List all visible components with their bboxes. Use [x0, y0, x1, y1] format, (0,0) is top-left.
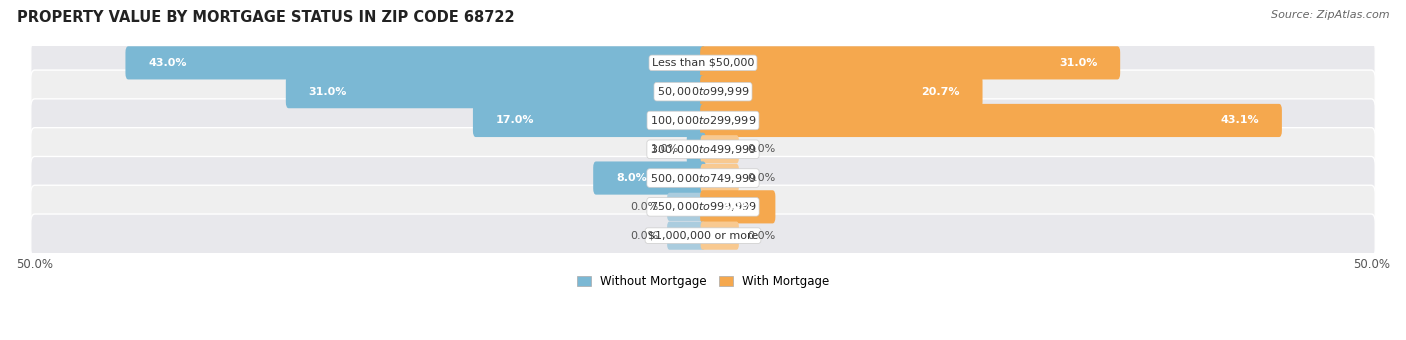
Text: Less than $50,000: Less than $50,000 — [652, 58, 754, 68]
FancyBboxPatch shape — [31, 156, 1375, 200]
FancyBboxPatch shape — [700, 104, 1282, 137]
FancyBboxPatch shape — [666, 193, 706, 221]
Text: 0.0%: 0.0% — [631, 231, 659, 241]
FancyBboxPatch shape — [700, 222, 740, 250]
FancyBboxPatch shape — [700, 164, 740, 192]
Text: 0.0%: 0.0% — [747, 231, 775, 241]
Text: $50,000 to $99,999: $50,000 to $99,999 — [657, 85, 749, 98]
Text: $1,000,000 or more: $1,000,000 or more — [648, 231, 758, 241]
FancyBboxPatch shape — [700, 75, 983, 108]
Legend: Without Mortgage, With Mortgage: Without Mortgage, With Mortgage — [572, 270, 834, 293]
FancyBboxPatch shape — [700, 135, 740, 163]
Text: 31.0%: 31.0% — [309, 87, 347, 97]
FancyBboxPatch shape — [700, 190, 775, 223]
FancyBboxPatch shape — [31, 99, 1375, 142]
Text: 17.0%: 17.0% — [496, 116, 534, 125]
Text: 20.7%: 20.7% — [921, 87, 959, 97]
FancyBboxPatch shape — [31, 214, 1375, 257]
Text: 0.0%: 0.0% — [747, 144, 775, 154]
FancyBboxPatch shape — [31, 185, 1375, 228]
Text: 0.0%: 0.0% — [747, 173, 775, 183]
FancyBboxPatch shape — [31, 41, 1375, 84]
Text: PROPERTY VALUE BY MORTGAGE STATUS IN ZIP CODE 68722: PROPERTY VALUE BY MORTGAGE STATUS IN ZIP… — [17, 10, 515, 25]
FancyBboxPatch shape — [31, 128, 1375, 171]
FancyBboxPatch shape — [686, 133, 706, 166]
Text: 43.1%: 43.1% — [1220, 116, 1258, 125]
FancyBboxPatch shape — [666, 222, 706, 250]
FancyBboxPatch shape — [700, 46, 1121, 80]
Text: $500,000 to $749,999: $500,000 to $749,999 — [650, 172, 756, 185]
FancyBboxPatch shape — [31, 70, 1375, 113]
Text: 8.0%: 8.0% — [616, 173, 647, 183]
Text: $300,000 to $499,999: $300,000 to $499,999 — [650, 143, 756, 156]
FancyBboxPatch shape — [285, 75, 706, 108]
Text: 1.0%: 1.0% — [651, 144, 679, 154]
Text: 43.0%: 43.0% — [149, 58, 187, 68]
FancyBboxPatch shape — [125, 46, 706, 80]
Text: 5.2%: 5.2% — [721, 202, 752, 212]
FancyBboxPatch shape — [593, 162, 706, 194]
Text: $100,000 to $299,999: $100,000 to $299,999 — [650, 114, 756, 127]
Text: 0.0%: 0.0% — [631, 202, 659, 212]
Text: Source: ZipAtlas.com: Source: ZipAtlas.com — [1271, 10, 1389, 20]
Text: 31.0%: 31.0% — [1059, 58, 1097, 68]
FancyBboxPatch shape — [472, 104, 706, 137]
Text: $750,000 to $999,999: $750,000 to $999,999 — [650, 200, 756, 213]
